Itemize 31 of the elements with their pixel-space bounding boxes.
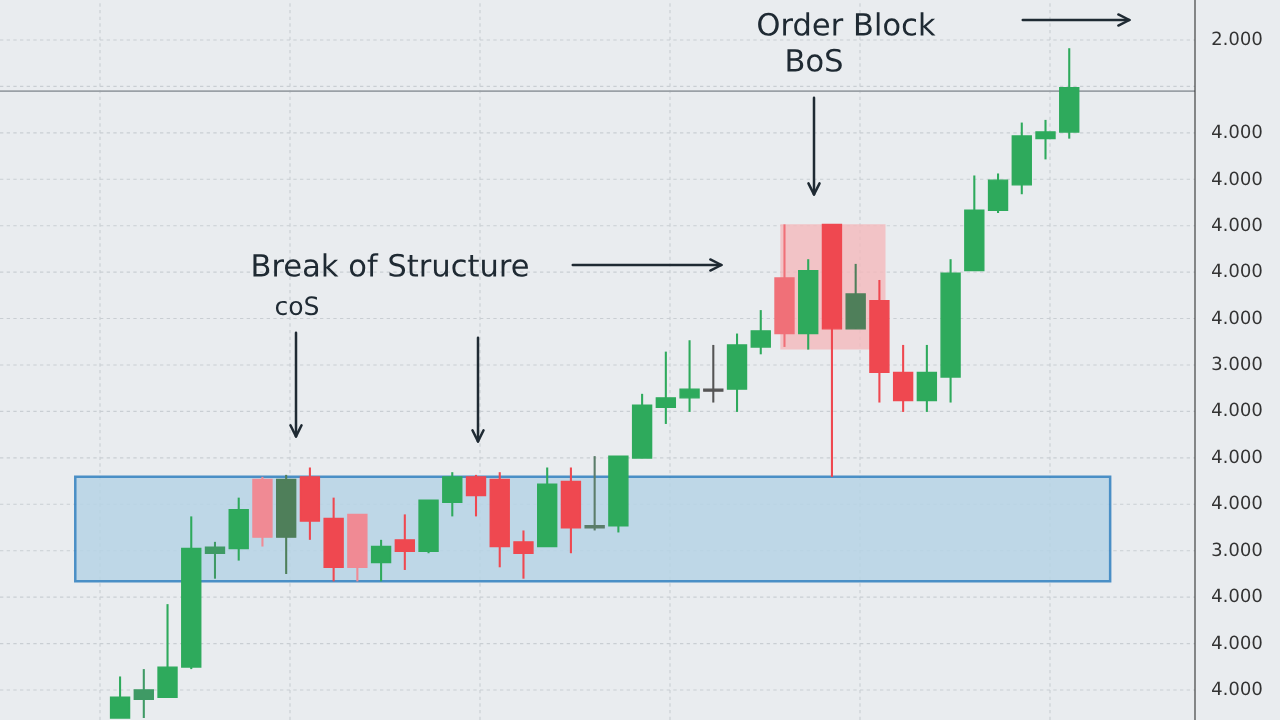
text: 4.000 <box>1212 588 1262 603</box>
candlestick <box>679 339 700 413</box>
text: 4.000 <box>1212 402 1262 417</box>
candlestick <box>584 455 605 532</box>
candlestick <box>465 473 487 518</box>
candlestick <box>703 343 724 404</box>
text: 3.000 <box>1212 356 1262 371</box>
text: 4.000 <box>1212 495 1262 510</box>
text: 4.000 <box>1212 217 1262 232</box>
text: Order Block <box>758 12 936 36</box>
candlestick <box>133 668 154 720</box>
candlestick <box>109 675 131 720</box>
text: 4.000 <box>1212 263 1262 278</box>
candlestick <box>513 529 534 580</box>
annotation: Break of Structure <box>253 253 528 277</box>
candlestick <box>370 538 392 583</box>
text: 4.000 <box>1212 635 1262 650</box>
candlestick <box>750 309 771 356</box>
candlestick <box>655 350 677 425</box>
text: 4.000 <box>1212 449 1262 464</box>
text: 4.000 <box>1212 124 1262 139</box>
text: 4.000 <box>1212 681 1262 696</box>
text: 2.000 <box>1212 31 1262 46</box>
text: 3.000 <box>1212 542 1262 557</box>
candlestick <box>1035 118 1056 161</box>
candlestick <box>394 513 416 572</box>
candlestick <box>204 540 226 580</box>
annotation: coS <box>275 296 319 316</box>
text: 4.000 <box>1212 171 1262 186</box>
annotation: BoS <box>787 48 842 72</box>
text: 4.000 <box>1212 310 1262 325</box>
